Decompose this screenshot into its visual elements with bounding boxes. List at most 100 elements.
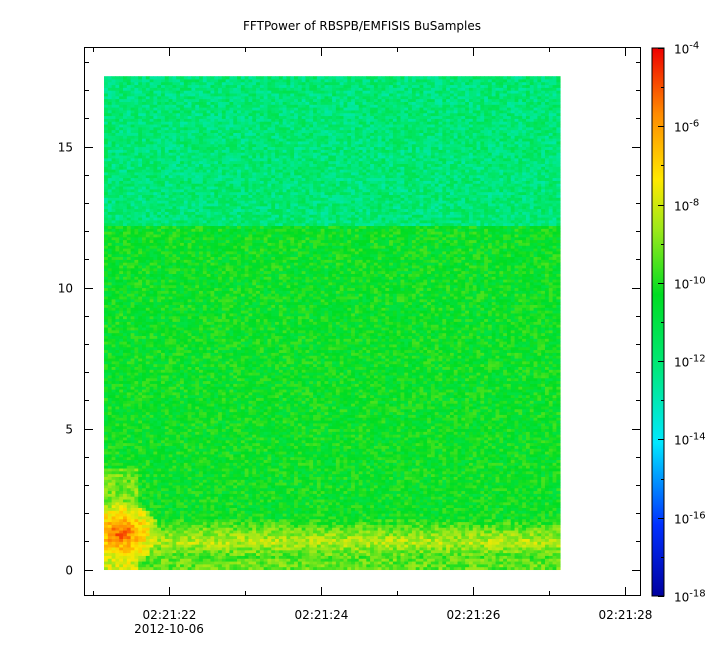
heatmap-cell	[130, 501, 135, 506]
heatmap-cell	[164, 504, 170, 508]
heatmap-cell	[267, 482, 272, 486]
heatmap-cell	[252, 459, 257, 463]
heatmap-cell	[145, 493, 151, 497]
heatmap-cell	[256, 547, 261, 551]
heatmap-cell	[503, 493, 508, 497]
heatmap-cell	[487, 544, 493, 548]
heatmap-cell	[533, 527, 538, 531]
heatmap-cell	[107, 561, 113, 565]
heatmap-cell	[419, 513, 424, 517]
heatmap-cell	[161, 510, 166, 514]
heatmap-cell	[499, 563, 504, 568]
heatmap-cell	[324, 516, 329, 520]
heatmap-cell	[111, 479, 116, 483]
heatmap-cell	[252, 490, 257, 494]
heatmap-cell	[343, 527, 348, 531]
heatmap-cell	[541, 493, 546, 497]
heatmap-cell	[541, 561, 546, 565]
heatmap-cell	[438, 541, 443, 545]
heatmap-cell	[256, 532, 261, 537]
heatmap-cell	[461, 521, 466, 525]
heatmap-cell	[263, 516, 268, 520]
heatmap-cell	[297, 549, 303, 554]
heatmap-cell	[487, 465, 493, 469]
heatmap-cell	[199, 552, 204, 556]
heatmap-cell	[237, 561, 242, 565]
heatmap-cell	[430, 552, 436, 556]
heatmap-cell	[487, 456, 493, 461]
heatmap-cell	[347, 532, 352, 537]
heatmap-cell	[290, 465, 295, 469]
heatmap-cell	[123, 530, 128, 534]
heatmap-cell	[305, 470, 310, 475]
heatmap-cell	[373, 476, 379, 480]
heatmap-cell	[472, 532, 477, 537]
heatmap-cell	[153, 518, 158, 523]
heatmap-cell	[286, 521, 291, 525]
heatmap-cell	[240, 487, 246, 492]
heatmap-cell	[199, 462, 204, 466]
heatmap-cell	[362, 538, 367, 542]
heatmap-cell	[107, 468, 113, 472]
heatmap-cell	[548, 459, 553, 463]
heatmap-cell	[286, 535, 291, 540]
heatmap-cell	[514, 485, 519, 489]
heatmap-cell	[252, 552, 257, 556]
heatmap-cell	[130, 558, 135, 562]
heatmap-cell	[541, 507, 546, 511]
heatmap-cell	[123, 507, 128, 511]
heatmap-cell	[522, 496, 527, 500]
heatmap-cell	[240, 504, 246, 508]
heatmap-cell	[138, 561, 143, 565]
heatmap-cell	[267, 561, 272, 565]
heatmap-cell	[123, 501, 128, 506]
heatmap-cell	[347, 558, 352, 562]
heatmap-cell	[180, 485, 185, 489]
heatmap-cell	[180, 496, 185, 500]
heatmap-cell	[294, 558, 299, 562]
heatmap-cell	[183, 499, 189, 503]
heatmap-cell	[476, 490, 481, 494]
heatmap-cell	[389, 462, 394, 466]
heatmap-cell	[491, 468, 496, 472]
heatmap-cell	[305, 555, 310, 559]
heatmap-cell	[214, 510, 219, 514]
heatmap-cell	[548, 552, 553, 556]
heatmap-cell	[343, 473, 348, 477]
heatmap-cell	[343, 482, 348, 486]
heatmap-cell	[343, 547, 348, 551]
heatmap-cell	[301, 504, 306, 508]
heatmap-cell	[286, 451, 291, 455]
heatmap-cell	[316, 541, 322, 545]
heatmap-cell	[449, 476, 455, 480]
heatmap-cell	[392, 462, 398, 466]
heatmap-cell	[427, 561, 432, 565]
heatmap-cell	[111, 530, 116, 534]
heatmap-cell	[187, 465, 192, 469]
heatmap-cell	[278, 518, 284, 523]
heatmap-cell	[495, 552, 500, 556]
heatmap-cell	[430, 462, 436, 466]
heatmap-cell	[195, 541, 200, 545]
heatmap-cell	[248, 482, 253, 486]
heatmap-cell	[499, 513, 504, 517]
heatmap-cell	[343, 459, 348, 463]
heatmap-cell	[134, 558, 139, 562]
heatmap-cell	[457, 501, 462, 506]
heatmap-cell	[104, 561, 109, 565]
heatmap-cell	[491, 513, 496, 517]
heatmap-cell	[316, 462, 322, 466]
heatmap-cell	[149, 493, 154, 497]
heatmap-cell	[392, 510, 398, 514]
heatmap-cell	[214, 547, 219, 551]
heatmap-cell	[514, 527, 519, 531]
heatmap-cell	[476, 563, 481, 568]
heatmap-cell	[126, 473, 132, 477]
heatmap-cell	[533, 465, 538, 469]
heatmap-cell	[533, 479, 538, 483]
heatmap-cell	[214, 465, 219, 469]
heatmap-cell	[354, 470, 360, 475]
heatmap-cell	[362, 507, 367, 511]
heatmap-cell	[510, 485, 515, 489]
heatmap-cell	[465, 462, 470, 466]
